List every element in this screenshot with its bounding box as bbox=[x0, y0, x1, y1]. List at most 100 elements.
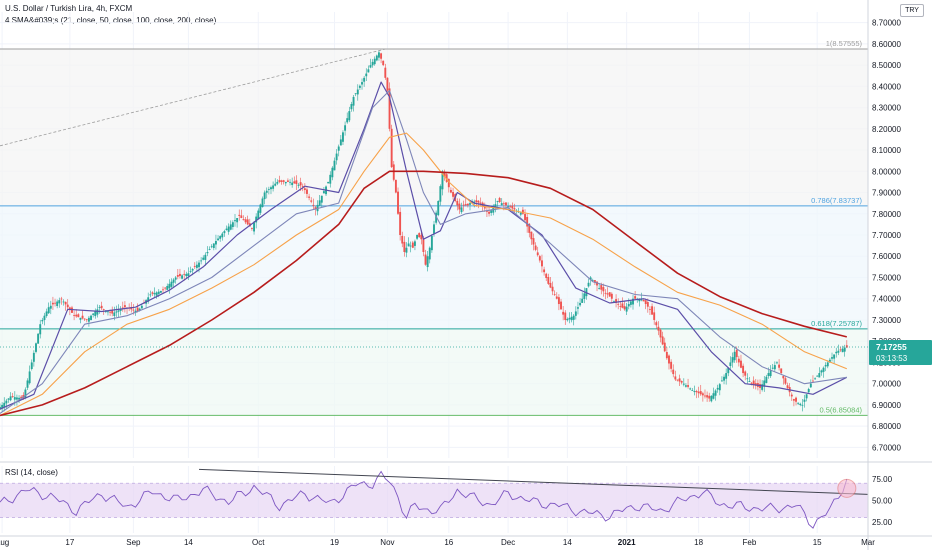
candle-body bbox=[115, 311, 118, 313]
candle-body bbox=[49, 305, 52, 309]
candle-body bbox=[422, 239, 425, 252]
y-tick-label: 7.30000 bbox=[872, 316, 901, 325]
candle-body bbox=[358, 85, 361, 88]
x-tick-label: Oct bbox=[252, 538, 265, 547]
candle-body bbox=[342, 132, 344, 142]
candle-body bbox=[593, 280, 596, 283]
indicator-label: 4 SMA&#039;s (21, close, 50, close, 100,… bbox=[5, 16, 217, 25]
candle-body bbox=[159, 290, 162, 293]
candle-body bbox=[263, 192, 266, 200]
candle-body bbox=[731, 357, 734, 363]
candle-body bbox=[272, 185, 275, 189]
candle-body bbox=[610, 293, 613, 299]
candle-body bbox=[174, 277, 177, 280]
candle-body bbox=[96, 309, 99, 315]
candle-body bbox=[430, 236, 433, 251]
candle-body bbox=[509, 206, 512, 208]
candle-body bbox=[60, 298, 63, 300]
candle-body bbox=[5, 400, 8, 404]
candle-body bbox=[354, 93, 357, 95]
candle-body bbox=[505, 202, 507, 206]
candle-body bbox=[602, 287, 605, 292]
candle-body bbox=[632, 298, 634, 305]
candle-body bbox=[371, 61, 374, 66]
candle-body bbox=[0, 407, 1, 410]
candle-body bbox=[729, 362, 732, 366]
candle-body bbox=[424, 254, 427, 265]
candle-body bbox=[581, 298, 584, 303]
candle-body bbox=[570, 316, 573, 321]
rsi-y-tick-label: 50.00 bbox=[872, 496, 893, 505]
candle-body bbox=[64, 301, 67, 305]
candle-body bbox=[293, 181, 296, 184]
fib-level-label: 0.5(6.85084) bbox=[819, 405, 862, 414]
candle-body bbox=[750, 382, 753, 384]
candle-body bbox=[170, 281, 173, 287]
y-tick-label: 8.20000 bbox=[872, 125, 901, 134]
candle-body bbox=[195, 264, 198, 268]
candle-body bbox=[225, 228, 228, 231]
candle-body bbox=[3, 402, 6, 408]
candle-body bbox=[297, 184, 300, 186]
candle-body bbox=[737, 358, 740, 363]
rsi-y-tick-label: 25.00 bbox=[872, 518, 893, 527]
candle-body bbox=[352, 96, 355, 106]
candle-body bbox=[782, 375, 785, 379]
trend-lines[interactable] bbox=[0, 48, 386, 147]
candle-body bbox=[94, 311, 97, 317]
candle-body bbox=[795, 397, 797, 402]
candle-body bbox=[735, 349, 738, 358]
candle-body bbox=[549, 282, 552, 288]
candle-body bbox=[799, 403, 802, 406]
candle-body bbox=[149, 294, 152, 296]
candle-body bbox=[606, 293, 609, 295]
candle-body bbox=[545, 273, 548, 279]
x-tick-label: Dec bbox=[501, 538, 515, 547]
candle-body bbox=[113, 312, 116, 317]
candle-body bbox=[399, 211, 402, 235]
candle-body bbox=[676, 379, 679, 381]
candle-body bbox=[210, 246, 213, 248]
candle-body bbox=[519, 212, 522, 215]
candle-body bbox=[87, 317, 90, 322]
candle-body bbox=[826, 362, 829, 367]
candle-body bbox=[217, 238, 220, 241]
candle-body bbox=[322, 191, 325, 194]
candle-body bbox=[162, 289, 164, 291]
candle-body bbox=[236, 218, 239, 223]
rsi-trend-line bbox=[198, 468, 869, 495]
candle-body bbox=[534, 245, 537, 250]
candle-body bbox=[348, 111, 351, 121]
candle-body bbox=[833, 354, 836, 359]
candle-body bbox=[551, 286, 554, 292]
candle-body bbox=[748, 381, 751, 382]
candle-body bbox=[803, 399, 806, 402]
candle-body bbox=[568, 317, 571, 320]
candle-body bbox=[674, 376, 677, 380]
currency-button[interactable]: TRY bbox=[900, 4, 924, 17]
candle-body bbox=[653, 312, 656, 320]
candle-body bbox=[494, 204, 497, 208]
fib-level-label: 1(8.57555) bbox=[826, 39, 863, 48]
y-tick-label: 7.00000 bbox=[872, 380, 901, 389]
candle-body bbox=[200, 260, 203, 262]
candle-body bbox=[466, 203, 469, 206]
candle-body bbox=[845, 345, 848, 348]
y-tick-label: 6.80000 bbox=[872, 422, 901, 431]
candle-body bbox=[475, 200, 478, 203]
price-badge-value: 7.17255 bbox=[876, 342, 907, 352]
candle-body bbox=[663, 342, 666, 352]
candle-body bbox=[369, 65, 372, 68]
candle-body bbox=[257, 210, 260, 220]
candle-body bbox=[638, 298, 641, 302]
candle-body bbox=[259, 204, 262, 213]
sma-line bbox=[0, 132, 848, 416]
candle-body bbox=[56, 301, 59, 306]
candle-body bbox=[513, 208, 516, 210]
candle-body bbox=[73, 315, 76, 316]
candle-body bbox=[820, 370, 823, 373]
chart-title: U.S. Dollar / Turkish Lira, 4h, FXCM bbox=[5, 4, 133, 13]
candle-body bbox=[301, 185, 304, 187]
candle-body bbox=[814, 378, 817, 380]
